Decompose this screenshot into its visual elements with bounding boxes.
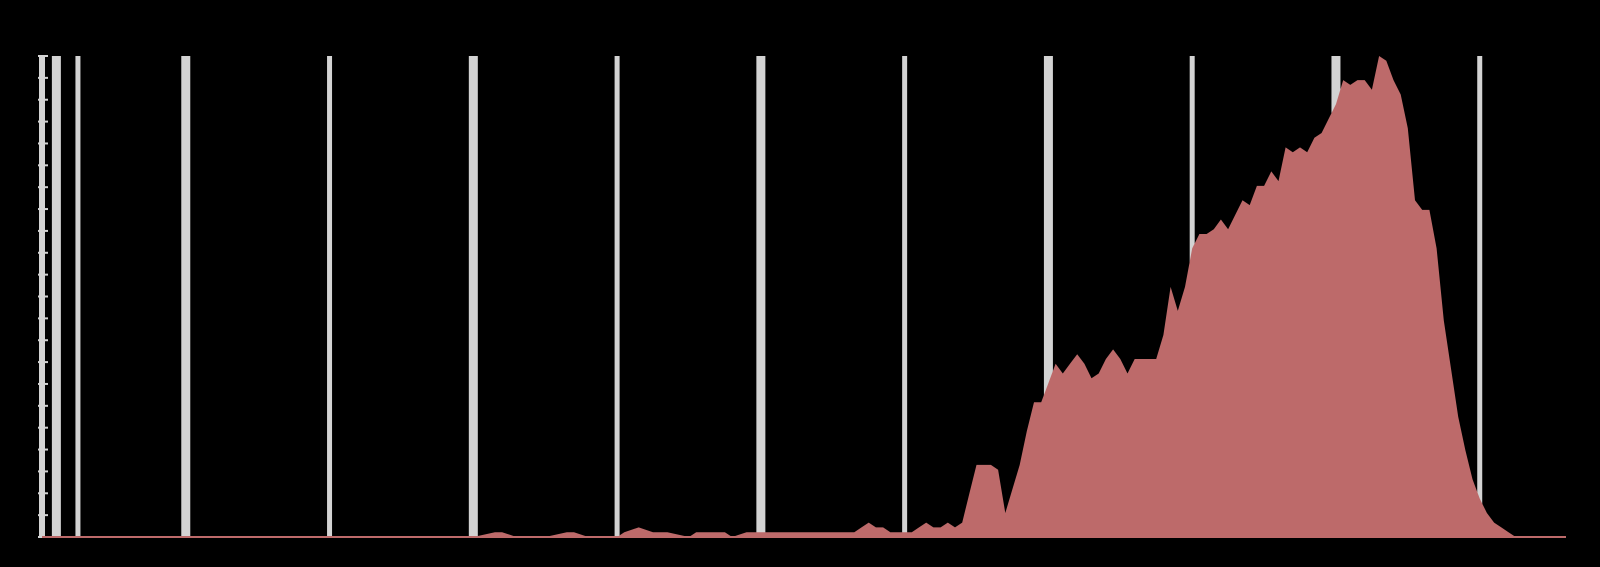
area-series [42,56,1566,537]
y-axis [38,55,1566,538]
area-series-fill [42,56,1566,537]
